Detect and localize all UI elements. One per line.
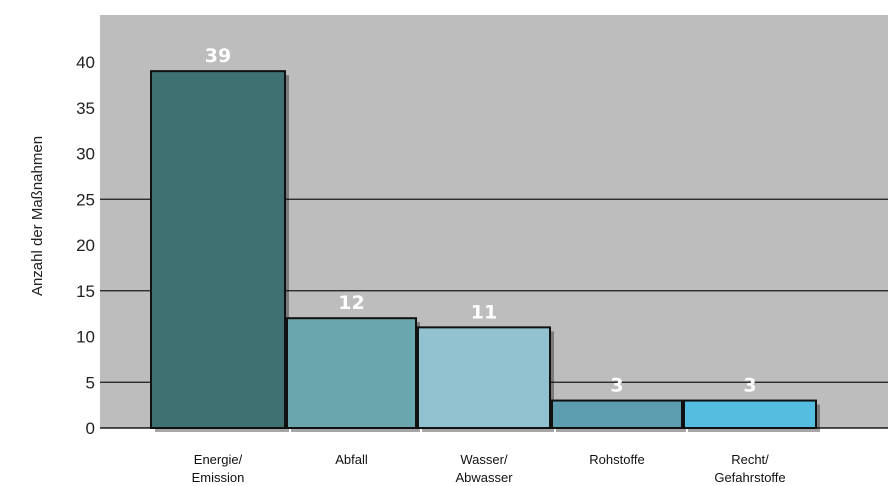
data-label-2: 11 <box>471 301 497 323</box>
data-label-1: 12 <box>338 292 364 314</box>
category-label-0-0: Energie/ <box>194 452 243 467</box>
category-label-4-1: Gefahrstoffe <box>714 470 785 485</box>
category-label-0-1: Emission <box>192 470 245 485</box>
data-label-4: 3 <box>743 375 756 397</box>
category-label-2-1: Abwasser <box>455 470 513 485</box>
y-tick-label-35: 35 <box>76 99 95 118</box>
bar-3 <box>551 399 683 429</box>
y-tick-label-5: 5 <box>86 373 95 392</box>
bar-2 <box>417 326 551 430</box>
category-label-3-0: Rohstoffe <box>589 452 644 467</box>
bar-4 <box>683 399 817 429</box>
bar-1 <box>286 317 417 430</box>
y-tick-label-40: 40 <box>76 53 95 72</box>
category-label-2-0: Wasser/ <box>460 452 508 467</box>
y-tick-label-30: 30 <box>76 145 95 164</box>
category-label-4-0: Recht/ <box>731 452 769 467</box>
y-tick-label-10: 10 <box>76 328 95 347</box>
bar-0 <box>150 70 286 430</box>
data-label-0: 39 <box>205 45 231 67</box>
y-axis-title: Anzahl der Maßnahmen <box>29 136 46 296</box>
y-tick-label-0: 0 <box>86 419 95 438</box>
y-tick-label-25: 25 <box>76 190 95 209</box>
y-tick-label-20: 20 <box>76 236 95 255</box>
data-label-3: 3 <box>610 375 623 397</box>
category-label-1-0: Abfall <box>335 452 368 467</box>
y-tick-label-15: 15 <box>76 282 95 301</box>
